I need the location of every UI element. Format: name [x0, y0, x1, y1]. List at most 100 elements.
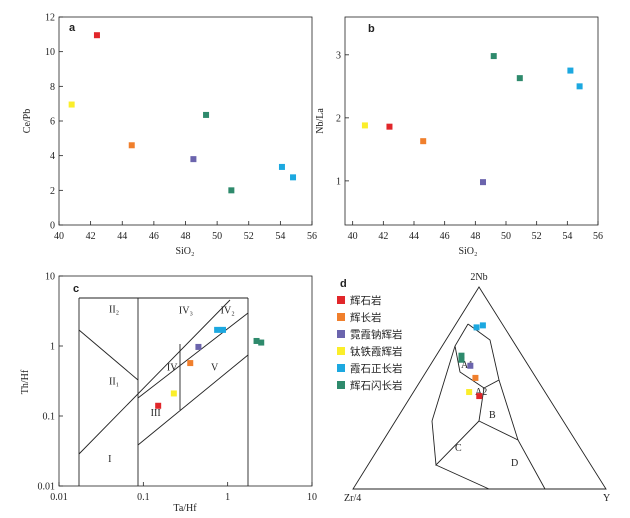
panel-b-ylabel: Nb/La [315, 108, 326, 134]
y-tick-label: 2 [50, 186, 55, 197]
x-tick-label: 56 [593, 231, 603, 242]
x-tick-label: 50 [501, 231, 511, 242]
data-point [128, 142, 135, 149]
y-tick-label: 12 [45, 13, 55, 24]
data-point [479, 322, 486, 329]
legend-label: 辉石闪长岩 [350, 379, 403, 392]
y-tick-label: 6 [50, 117, 55, 128]
panel-b-ticks: 40 42 44 46 48 50 52 54 56 1 2 3 [336, 50, 603, 242]
boundary-line [137, 354, 249, 446]
y-tick-label: 4 [50, 151, 55, 162]
x-tick-label: 46 [149, 231, 159, 242]
x-tick-label: 52 [244, 231, 254, 242]
data-point [476, 393, 483, 400]
x-tick-label: 52 [532, 231, 542, 242]
panel-d-label: d [340, 278, 347, 290]
legend-label: 霓霞钠辉岩 [350, 328, 403, 341]
legend-swatch [337, 296, 345, 304]
panel-b-xlabel: SiO₂ [458, 246, 477, 257]
data-point [458, 356, 465, 363]
data-point [467, 362, 474, 369]
data-point [576, 83, 583, 90]
boundary-line [467, 323, 500, 381]
panel-a-frame [58, 16, 313, 226]
ternary-field-label: A2 [475, 387, 487, 398]
x-tick-label: 42 [378, 231, 388, 242]
data-point [68, 101, 75, 108]
legend-swatch [337, 313, 345, 321]
field-label: IV [167, 362, 178, 373]
data-point [458, 352, 465, 359]
x-tick-label: 48 [470, 231, 480, 242]
field-label: II₁ [109, 377, 119, 388]
panel-b-points [361, 53, 583, 186]
data-point [258, 339, 265, 346]
panel-a-points [68, 32, 297, 194]
data-point [472, 374, 479, 381]
x-tick-label: 46 [440, 231, 450, 242]
y-tick-label: 1 [336, 176, 341, 187]
field-label: V [211, 362, 219, 373]
panel-d-field-boundaries [431, 323, 546, 490]
y-tick-label: 10 [45, 272, 55, 283]
ternary-field-label: B [489, 410, 496, 421]
boundary-line [137, 312, 249, 399]
x-tick-label: 0.1 [137, 492, 150, 503]
panel-a-ylabel: Ce/Pb [22, 109, 33, 133]
data-point [214, 326, 221, 333]
x-tick-label: 54 [562, 231, 572, 242]
x-tick-label: 40 [348, 231, 358, 242]
y-tick-label: 1 [50, 342, 55, 353]
data-point [253, 337, 260, 344]
x-tick-label: 54 [275, 231, 285, 242]
ternary-triangle [352, 286, 607, 490]
y-tick-label: 3 [336, 50, 341, 61]
boundary-line [454, 345, 485, 389]
data-point [420, 138, 427, 145]
data-point [170, 390, 177, 397]
panel-d-points [458, 322, 486, 400]
panel-a-label: a [69, 22, 76, 34]
legend-label: 霞石正长岩 [350, 362, 403, 375]
panel-c-points [155, 326, 265, 409]
ternary-field-label: C [455, 443, 462, 454]
data-point [473, 324, 480, 331]
boundary-line [78, 299, 231, 455]
boundary-line [431, 379, 500, 467]
y-tick-label: 2 [336, 113, 341, 124]
data-point [490, 53, 497, 60]
boundary-line [435, 464, 490, 490]
data-point [187, 360, 194, 367]
data-point [516, 75, 523, 82]
legend-swatch [337, 347, 345, 355]
x-tick-label: 48 [181, 231, 191, 242]
panel-b-frame [344, 16, 599, 226]
data-point [190, 156, 197, 163]
field-label: IV₂ [221, 306, 235, 317]
data-point [480, 179, 486, 186]
legend-swatch [337, 330, 345, 338]
x-tick-label: 44 [117, 231, 127, 242]
x-tick-label: 42 [86, 231, 96, 242]
data-point [466, 389, 473, 396]
boundary-line [78, 329, 139, 381]
data-point [219, 326, 226, 333]
data-point [228, 187, 235, 194]
y-tick-label: 0.1 [43, 412, 56, 423]
y-tick-label: 10 [45, 47, 55, 58]
legend-label: 辉长岩 [350, 311, 382, 324]
y-tick-label: 0.01 [38, 482, 56, 493]
panel-c-ylabel: Th/Hf [20, 369, 31, 394]
data-point [155, 402, 162, 409]
x-tick-label: 10 [307, 492, 317, 503]
data-point [386, 123, 393, 130]
x-tick-label: 40 [54, 231, 64, 242]
field-label: II₂ [109, 305, 119, 316]
x-tick-label: 44 [409, 231, 419, 242]
data-point [278, 163, 285, 170]
